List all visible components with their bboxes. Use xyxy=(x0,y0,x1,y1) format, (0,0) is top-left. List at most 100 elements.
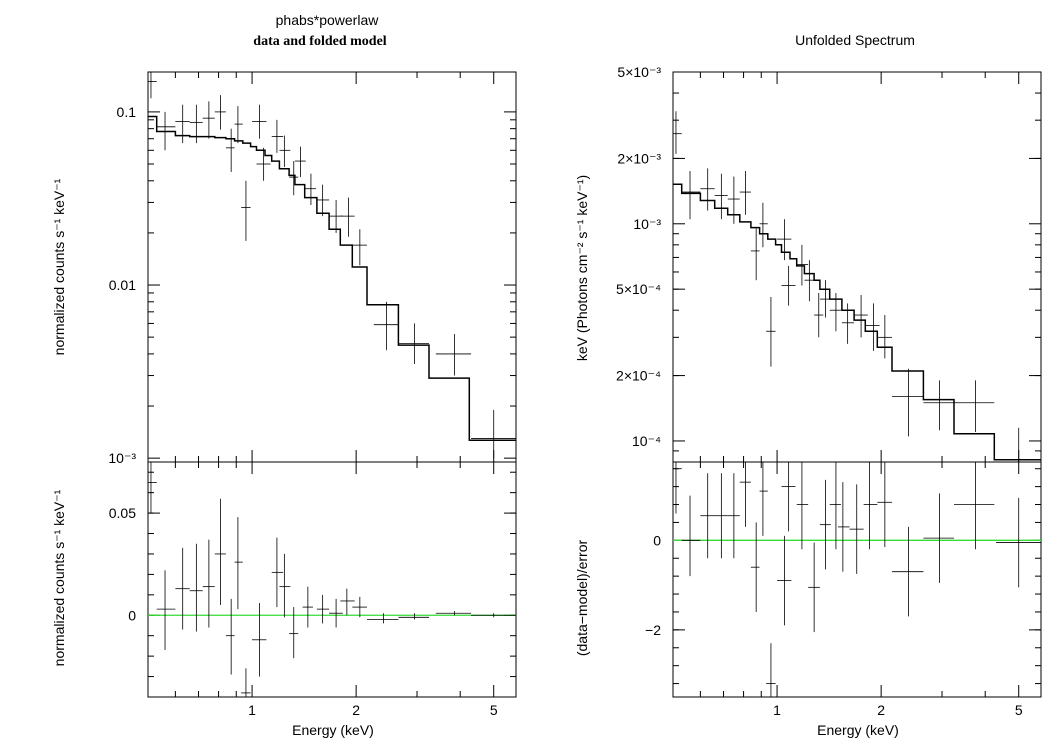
data-point xyxy=(225,598,235,675)
plot-frame xyxy=(672,461,1042,698)
data-point xyxy=(781,265,796,306)
data-point xyxy=(175,104,190,144)
left-xlabel: Energy (keV) xyxy=(292,722,374,738)
data-point xyxy=(340,588,355,616)
data-point xyxy=(289,607,299,659)
data-point xyxy=(892,368,924,437)
data-point xyxy=(739,462,751,527)
y-tick-label: −2 xyxy=(645,622,661,638)
data-point xyxy=(796,462,809,550)
data-point xyxy=(214,95,226,130)
data-point xyxy=(316,184,330,217)
plot-frame xyxy=(672,71,1042,463)
data-point xyxy=(175,547,190,630)
data-point xyxy=(189,543,203,632)
data-point xyxy=(279,135,291,168)
left-bottom-panel: 1 2 5 0.05 0 xyxy=(109,461,517,718)
data-point xyxy=(837,482,850,572)
data-point xyxy=(289,161,299,196)
data-point xyxy=(225,128,235,172)
x-tick-label: 2 xyxy=(877,702,885,718)
data-point xyxy=(673,111,682,154)
data-point xyxy=(214,498,226,606)
data-point xyxy=(352,229,368,266)
y-tick-label: 0 xyxy=(128,607,136,623)
right-top-panel: 5×10⁻³ 2×10⁻³ 10⁻³ 5×10⁻⁴ 2×10⁻⁴ 10⁻⁴ xyxy=(616,64,1042,463)
data-point xyxy=(148,72,157,99)
data-point xyxy=(923,493,955,583)
data-point xyxy=(996,497,1041,588)
x-tick-label: 1 xyxy=(248,702,256,718)
data-point xyxy=(892,526,924,617)
data-point xyxy=(863,462,878,550)
data-point xyxy=(340,197,355,237)
left-bottom-ylabel: normalized counts s⁻¹ keV⁻¹ xyxy=(51,489,67,666)
data-point xyxy=(241,668,251,697)
y-tick-label: 5×10⁻⁴ xyxy=(616,281,661,297)
data-point xyxy=(849,484,864,574)
left-title-line1: phabs*powerlaw xyxy=(276,12,380,28)
model-step-line xyxy=(148,115,516,441)
data-point xyxy=(759,202,768,248)
y-tick-label: 10⁻⁴ xyxy=(632,433,661,449)
y-tick-label: 0.05 xyxy=(109,505,136,521)
data-point xyxy=(681,495,701,577)
data-point xyxy=(398,613,430,620)
y-tick-label: 2×10⁻³ xyxy=(617,150,661,166)
right-top-ylabel: keV (Photons cm⁻² s⁻¹ keV⁻¹) xyxy=(574,175,590,361)
data-point xyxy=(329,598,343,628)
data-point xyxy=(700,473,715,559)
right-xlabel: Energy (keV) xyxy=(817,722,899,738)
data-point xyxy=(714,473,728,559)
data-point xyxy=(819,479,831,570)
data-point xyxy=(156,570,176,650)
data-point xyxy=(777,219,792,261)
data-point xyxy=(808,542,820,633)
data-point xyxy=(954,380,995,432)
data-point xyxy=(234,517,243,610)
data-point xyxy=(202,101,215,139)
data-point xyxy=(923,380,955,431)
data-point xyxy=(781,462,796,532)
left-title-line2: data and folded model xyxy=(253,34,387,49)
data-point xyxy=(202,539,215,628)
data-point xyxy=(996,427,1041,463)
data-point xyxy=(814,293,824,338)
plot-frame xyxy=(147,71,517,463)
right-bottom-panel: 1 2 5 0 −2 xyxy=(645,461,1042,718)
data-point xyxy=(739,171,751,215)
data-point xyxy=(435,334,472,376)
data-point xyxy=(435,611,472,616)
x-tick-label: 5 xyxy=(1015,702,1023,718)
data-point xyxy=(189,104,203,144)
data-point xyxy=(302,586,313,628)
data-point xyxy=(750,522,760,612)
data-point xyxy=(766,643,776,697)
data-point xyxy=(252,603,267,677)
data-point xyxy=(316,594,330,624)
data-point xyxy=(727,176,740,224)
data-point xyxy=(854,294,868,338)
model-step-line xyxy=(673,183,1041,461)
data-point xyxy=(294,146,306,178)
data-point xyxy=(877,315,893,359)
data-point xyxy=(750,228,760,281)
data-point xyxy=(373,301,399,351)
data-point xyxy=(865,303,880,351)
data-point xyxy=(352,596,368,618)
y-tick-label: 10⁻³ xyxy=(633,216,661,232)
y-tick-label: 2×10⁻⁴ xyxy=(616,368,661,384)
data-point xyxy=(471,409,516,459)
data-point xyxy=(714,173,728,220)
data-point xyxy=(777,535,792,626)
y-tick-label: 0.1 xyxy=(117,104,137,120)
x-tick-label: 1 xyxy=(773,702,781,718)
data-point xyxy=(271,537,284,608)
data-point xyxy=(256,147,271,181)
plot-frame xyxy=(147,461,517,698)
x-tick-label: 2 xyxy=(352,702,360,718)
data-point xyxy=(471,613,516,618)
data-point xyxy=(954,462,995,550)
right-title: Unfolded Spectrum xyxy=(795,32,915,48)
